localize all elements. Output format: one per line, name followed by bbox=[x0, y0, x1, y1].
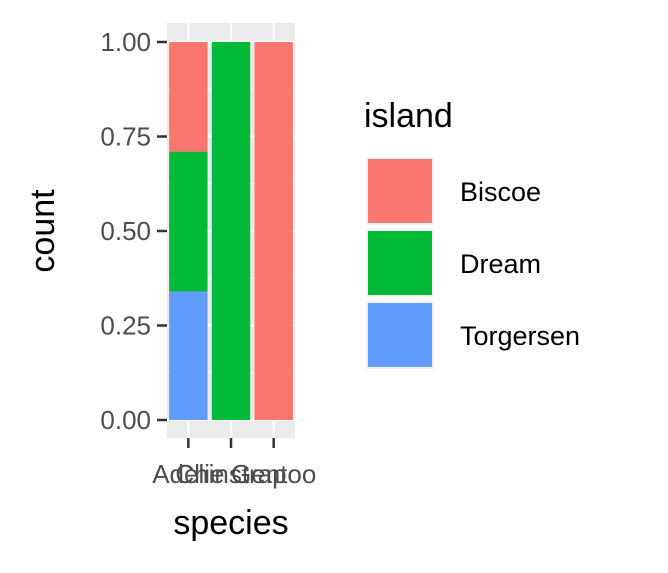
legend-label-biscoe: Biscoe bbox=[460, 177, 541, 207]
bar-segment-adelie-dream bbox=[169, 151, 208, 292]
bar-segment-gentoo-biscoe bbox=[254, 42, 293, 420]
legend: island Biscoe Dream Torgersen bbox=[364, 97, 580, 369]
y-tick-label: 0.75 bbox=[100, 122, 151, 152]
legend-key-torgersen bbox=[368, 303, 432, 367]
y-tick-label: 0.00 bbox=[100, 405, 151, 435]
legend-key-dream bbox=[368, 231, 432, 295]
y-tick-label: 0.50 bbox=[100, 216, 151, 246]
y-axis-title: count bbox=[24, 189, 62, 273]
x-tick-label-adelie: Adelie bbox=[152, 459, 224, 489]
bars bbox=[169, 42, 293, 420]
x-tick-label-gentoo: Gentoo bbox=[231, 459, 316, 489]
legend-label-torgersen: Torgersen bbox=[460, 321, 580, 351]
y-tick-label: 1.00 bbox=[100, 27, 151, 57]
y-tick-label: 0.25 bbox=[100, 311, 151, 341]
bar-segment-chinstrap-dream bbox=[211, 42, 251, 420]
legend-title: island bbox=[364, 97, 453, 135]
bar-segment-adelie-torgersen bbox=[169, 291, 208, 420]
y-axis: 0.00 0.25 0.50 0.75 1.00 bbox=[100, 27, 167, 435]
x-axis-title: species bbox=[173, 504, 288, 542]
legend-key-biscoe bbox=[368, 159, 432, 223]
x-tick-label-chinstrap: Chinstrap bbox=[175, 459, 286, 489]
legend-label-dream: Dream bbox=[460, 249, 541, 279]
bar-segment-adelie-biscoe bbox=[169, 42, 208, 152]
